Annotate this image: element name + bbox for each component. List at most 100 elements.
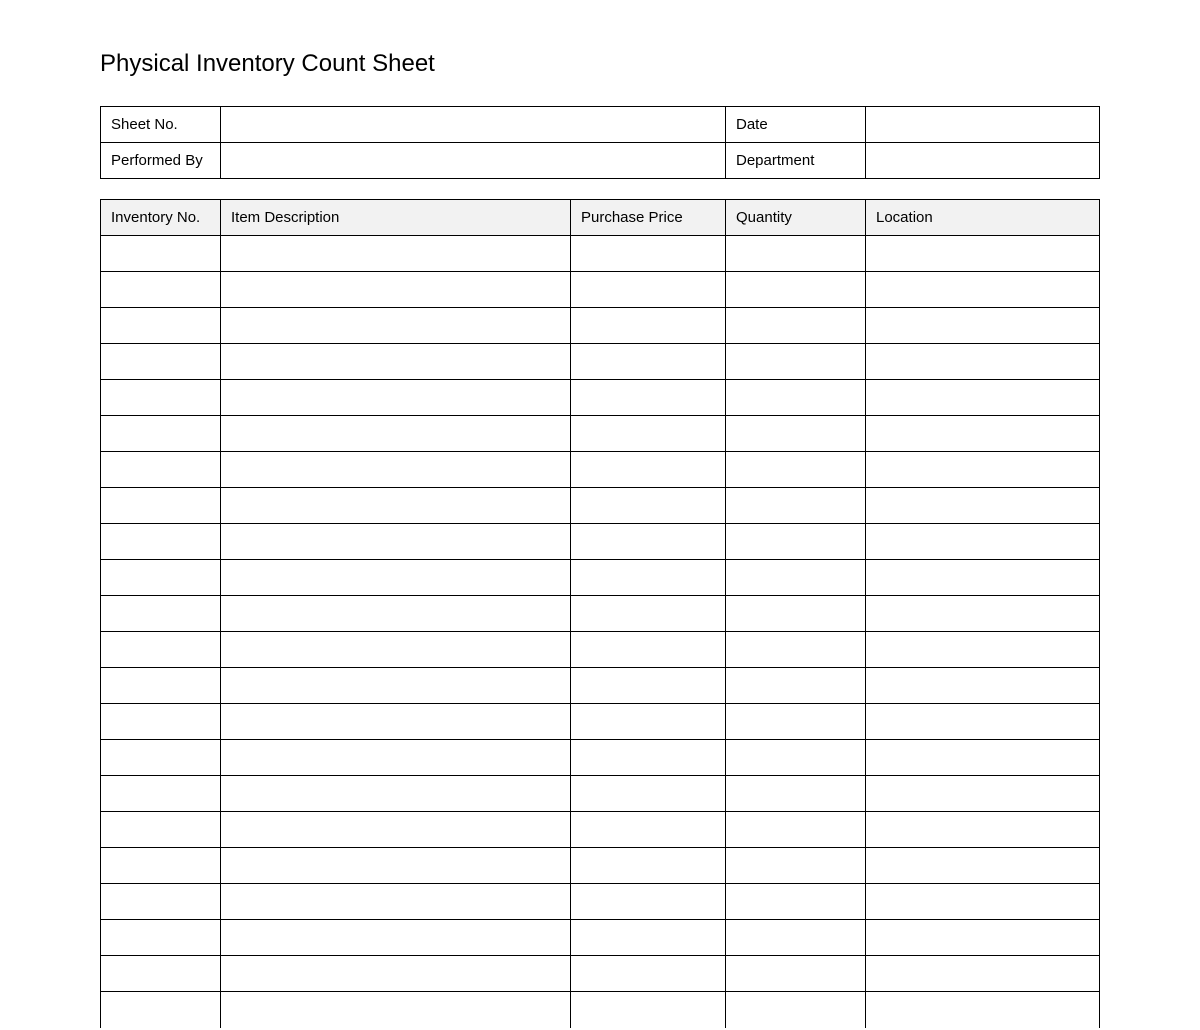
- cell-inventory-no[interactable]: [101, 308, 221, 344]
- cell-purchase-price[interactable]: [571, 488, 726, 524]
- cell-inventory-no[interactable]: [101, 668, 221, 704]
- cell-item-description[interactable]: [221, 452, 571, 488]
- cell-quantity[interactable]: [726, 524, 866, 560]
- cell-inventory-no[interactable]: [101, 416, 221, 452]
- cell-location[interactable]: [866, 632, 1100, 668]
- cell-purchase-price[interactable]: [571, 920, 726, 956]
- cell-location[interactable]: [866, 776, 1100, 812]
- cell-inventory-no[interactable]: [101, 992, 221, 1028]
- cell-location[interactable]: [866, 992, 1100, 1028]
- cell-purchase-price[interactable]: [571, 272, 726, 308]
- cell-location[interactable]: [866, 524, 1100, 560]
- department-value[interactable]: [866, 143, 1100, 179]
- cell-quantity[interactable]: [726, 920, 866, 956]
- cell-location[interactable]: [866, 488, 1100, 524]
- cell-purchase-price[interactable]: [571, 344, 726, 380]
- cell-location[interactable]: [866, 308, 1100, 344]
- cell-location[interactable]: [866, 236, 1100, 272]
- cell-item-description[interactable]: [221, 380, 571, 416]
- cell-location[interactable]: [866, 272, 1100, 308]
- cell-quantity[interactable]: [726, 632, 866, 668]
- cell-location[interactable]: [866, 416, 1100, 452]
- performed-by-value[interactable]: [221, 143, 726, 179]
- cell-quantity[interactable]: [726, 416, 866, 452]
- cell-location[interactable]: [866, 596, 1100, 632]
- cell-purchase-price[interactable]: [571, 776, 726, 812]
- cell-inventory-no[interactable]: [101, 344, 221, 380]
- cell-inventory-no[interactable]: [101, 920, 221, 956]
- cell-quantity[interactable]: [726, 776, 866, 812]
- cell-quantity[interactable]: [726, 812, 866, 848]
- cell-item-description[interactable]: [221, 416, 571, 452]
- cell-location[interactable]: [866, 848, 1100, 884]
- cell-quantity[interactable]: [726, 272, 866, 308]
- cell-quantity[interactable]: [726, 992, 866, 1028]
- cell-item-description[interactable]: [221, 812, 571, 848]
- cell-quantity[interactable]: [726, 596, 866, 632]
- cell-purchase-price[interactable]: [571, 416, 726, 452]
- cell-inventory-no[interactable]: [101, 272, 221, 308]
- cell-purchase-price[interactable]: [571, 308, 726, 344]
- cell-location[interactable]: [866, 956, 1100, 992]
- cell-purchase-price[interactable]: [571, 704, 726, 740]
- cell-item-description[interactable]: [221, 956, 571, 992]
- cell-inventory-no[interactable]: [101, 740, 221, 776]
- cell-quantity[interactable]: [726, 704, 866, 740]
- cell-item-description[interactable]: [221, 524, 571, 560]
- sheet-no-value[interactable]: [221, 107, 726, 143]
- cell-inventory-no[interactable]: [101, 632, 221, 668]
- cell-purchase-price[interactable]: [571, 560, 726, 596]
- cell-item-description[interactable]: [221, 884, 571, 920]
- cell-inventory-no[interactable]: [101, 848, 221, 884]
- cell-purchase-price[interactable]: [571, 596, 726, 632]
- cell-item-description[interactable]: [221, 740, 571, 776]
- cell-quantity[interactable]: [726, 668, 866, 704]
- cell-quantity[interactable]: [726, 344, 866, 380]
- cell-location[interactable]: [866, 668, 1100, 704]
- cell-purchase-price[interactable]: [571, 884, 726, 920]
- cell-quantity[interactable]: [726, 956, 866, 992]
- cell-purchase-price[interactable]: [571, 452, 726, 488]
- cell-quantity[interactable]: [726, 308, 866, 344]
- cell-item-description[interactable]: [221, 920, 571, 956]
- cell-item-description[interactable]: [221, 632, 571, 668]
- cell-quantity[interactable]: [726, 848, 866, 884]
- cell-purchase-price[interactable]: [571, 992, 726, 1028]
- cell-location[interactable]: [866, 920, 1100, 956]
- cell-item-description[interactable]: [221, 272, 571, 308]
- cell-quantity[interactable]: [726, 560, 866, 596]
- cell-location[interactable]: [866, 344, 1100, 380]
- cell-inventory-no[interactable]: [101, 776, 221, 812]
- cell-inventory-no[interactable]: [101, 452, 221, 488]
- cell-inventory-no[interactable]: [101, 524, 221, 560]
- cell-location[interactable]: [866, 812, 1100, 848]
- cell-inventory-no[interactable]: [101, 956, 221, 992]
- cell-quantity[interactable]: [726, 236, 866, 272]
- cell-inventory-no[interactable]: [101, 488, 221, 524]
- cell-purchase-price[interactable]: [571, 668, 726, 704]
- cell-item-description[interactable]: [221, 992, 571, 1028]
- cell-location[interactable]: [866, 704, 1100, 740]
- cell-purchase-price[interactable]: [571, 956, 726, 992]
- cell-inventory-no[interactable]: [101, 812, 221, 848]
- cell-item-description[interactable]: [221, 344, 571, 380]
- cell-item-description[interactable]: [221, 308, 571, 344]
- cell-inventory-no[interactable]: [101, 560, 221, 596]
- cell-item-description[interactable]: [221, 596, 571, 632]
- cell-item-description[interactable]: [221, 560, 571, 596]
- cell-item-description[interactable]: [221, 848, 571, 884]
- cell-inventory-no[interactable]: [101, 704, 221, 740]
- cell-quantity[interactable]: [726, 380, 866, 416]
- cell-location[interactable]: [866, 380, 1100, 416]
- cell-location[interactable]: [866, 740, 1100, 776]
- cell-inventory-no[interactable]: [101, 884, 221, 920]
- cell-inventory-no[interactable]: [101, 380, 221, 416]
- cell-location[interactable]: [866, 884, 1100, 920]
- cell-inventory-no[interactable]: [101, 596, 221, 632]
- cell-item-description[interactable]: [221, 668, 571, 704]
- cell-item-description[interactable]: [221, 776, 571, 812]
- cell-item-description[interactable]: [221, 488, 571, 524]
- cell-purchase-price[interactable]: [571, 740, 726, 776]
- cell-purchase-price[interactable]: [571, 632, 726, 668]
- cell-purchase-price[interactable]: [571, 812, 726, 848]
